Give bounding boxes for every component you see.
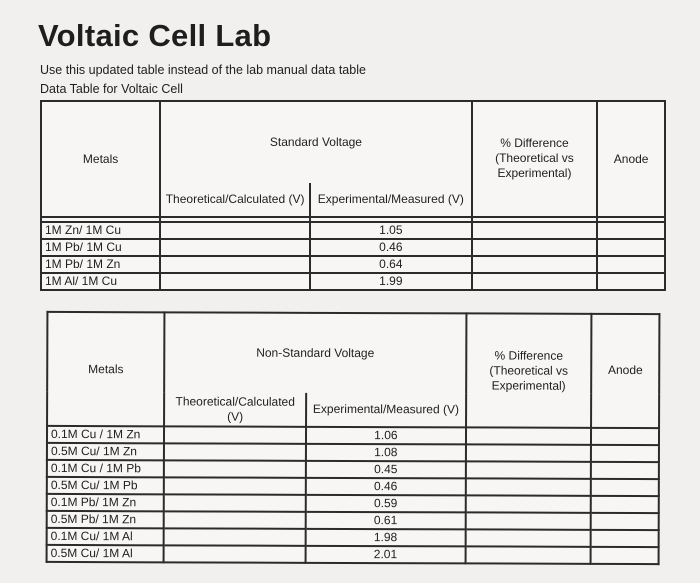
difference-cell: [465, 529, 591, 547]
metals-header: Metals: [39, 100, 162, 218]
anode-cell: [591, 478, 659, 497]
experimental-cell: 0.61: [305, 511, 466, 530]
anode-cell: [590, 529, 659, 548]
experimental-cell: 1.06: [305, 426, 466, 445]
anode-cell: [591, 461, 659, 480]
table-row: 0.1M Cu / 1M Zn 1.06: [46, 425, 660, 446]
experimental-cell: 2.01: [305, 545, 466, 564]
difference-cell: [470, 255, 599, 274]
difference-cell: [465, 444, 592, 462]
table-caption: Data Table for Voltaic Cell: [40, 82, 183, 96]
difference-cell: [465, 512, 591, 530]
table-row: 1M Pb/ 1M Zn 0.64: [39, 255, 666, 274]
anode-cell: [590, 546, 659, 565]
experimental-cell: 0.45: [305, 460, 466, 479]
metals-cell: 0.5M Cu/ 1M Al: [46, 544, 164, 563]
difference-cell: [465, 478, 592, 496]
percent-difference-header: % Difference (Theoretical vs Experimenta…: [465, 313, 592, 428]
table-row: 0.5M Cu/ 1M Al 2.01: [46, 544, 659, 565]
theoretical-header: Theoretical/Calculated (V): [159, 183, 311, 218]
metals-cell: 0.5M Cu/ 1M Zn: [46, 442, 165, 461]
experimental-cell: 0.46: [305, 477, 466, 496]
metals-cell: 1M Al/ 1M Cu: [39, 272, 162, 291]
non-standard-voltage-table: Metals Non-Standard Voltage % Difference…: [45, 310, 661, 566]
table-row: 1M Al/ 1M Cu 1.99: [39, 272, 666, 291]
experimental-cell: 1.98: [305, 528, 466, 547]
experimental-cell: 0.59: [305, 494, 466, 513]
anode-cell: [591, 427, 660, 446]
percent-difference-header: % Difference (Theoretical vs Experimenta…: [470, 100, 599, 218]
theoretical-cell: [163, 528, 306, 546]
difference-cell: [470, 272, 599, 291]
theoretical-cell: [163, 511, 306, 529]
difference-cell: [465, 427, 592, 445]
instruction-note: Use this updated table instead of the la…: [40, 63, 366, 77]
standard-voltage-table: Metals Standard Voltage % Difference (Th…: [39, 100, 666, 291]
table-row: 0.1M Pb/ 1M Zn 0.59: [46, 493, 659, 514]
theoretical-cell: [163, 545, 306, 563]
page-title: Voltaic Cell Lab: [38, 18, 272, 53]
table-row: 0.1M Cu/ 1M Al 1.98: [46, 527, 659, 548]
metals-cell: 0.5M Pb/ 1M Zn: [46, 510, 164, 529]
theoretical-cell: [159, 221, 311, 240]
metals-cell: 0.1M Pb/ 1M Zn: [46, 493, 164, 512]
metals-cell: 0.1M Cu / 1M Zn: [46, 425, 165, 444]
table-row: 0.5M Cu/ 1M Pb 0.46: [46, 476, 659, 497]
metals-cell: 0.1M Cu / 1M Pb: [46, 459, 165, 478]
anode-cell: [590, 495, 659, 514]
experimental-cell: 0.64: [308, 255, 473, 274]
experimental-cell: 1.08: [305, 443, 466, 462]
anode-cell: [591, 444, 659, 463]
metals-cell: 1M Pb/ 1M Zn: [39, 255, 162, 274]
theoretical-header: Theoretical/Calculated (V): [164, 392, 307, 427]
theoretical-cell: [164, 443, 306, 461]
experimental-header: Experimental/Measured (V): [306, 392, 466, 428]
anode-cell: [596, 221, 666, 240]
theoretical-cell: [159, 272, 311, 291]
difference-cell: [470, 238, 599, 257]
theoretical-cell: [159, 238, 311, 257]
difference-cell: [470, 221, 599, 240]
anode-cell: [596, 238, 666, 257]
table-row: 1M Zn/ 1M Cu 1.05: [39, 221, 666, 240]
metals-cell: 0.5M Cu/ 1M Pb: [46, 476, 165, 495]
metals-cell: 1M Pb/ 1M Cu: [39, 238, 162, 257]
anode-cell: [596, 272, 666, 291]
theoretical-cell: [163, 477, 306, 495]
difference-cell: [465, 546, 591, 564]
anode-cell: [590, 512, 659, 531]
theoretical-cell: [159, 255, 311, 274]
experimental-cell: 0.46: [308, 238, 473, 257]
theoretical-cell: [163, 494, 306, 512]
theoretical-cell: [164, 460, 306, 478]
table-row: 0.5M Cu/ 1M Zn 1.08: [46, 442, 659, 463]
table-row: 0.5M Pb/ 1M Zn 0.61: [46, 510, 659, 531]
metals-header: Metals: [47, 311, 165, 427]
difference-cell: [465, 461, 592, 479]
experimental-cell: 1.99: [308, 272, 473, 291]
table-row: 0.1M Cu / 1M Pb 0.45: [46, 459, 659, 480]
anode-header: Anode: [591, 313, 660, 429]
experimental-cell: 1.05: [308, 221, 473, 240]
non-standard-voltage-header: Non-Standard Voltage: [164, 312, 467, 394]
anode-header: Anode: [596, 100, 666, 218]
table-row: 1M Pb/ 1M Cu 0.46: [39, 238, 666, 257]
experimental-header: Experimental/Measured (V): [308, 183, 473, 218]
anode-cell: [596, 255, 666, 274]
theoretical-cell: [164, 426, 307, 444]
difference-cell: [465, 495, 592, 513]
standard-voltage-header: Standard Voltage: [159, 100, 473, 183]
metals-cell: 1M Zn/ 1M Cu: [39, 221, 162, 240]
metals-cell: 0.1M Cu/ 1M Al: [46, 527, 164, 546]
